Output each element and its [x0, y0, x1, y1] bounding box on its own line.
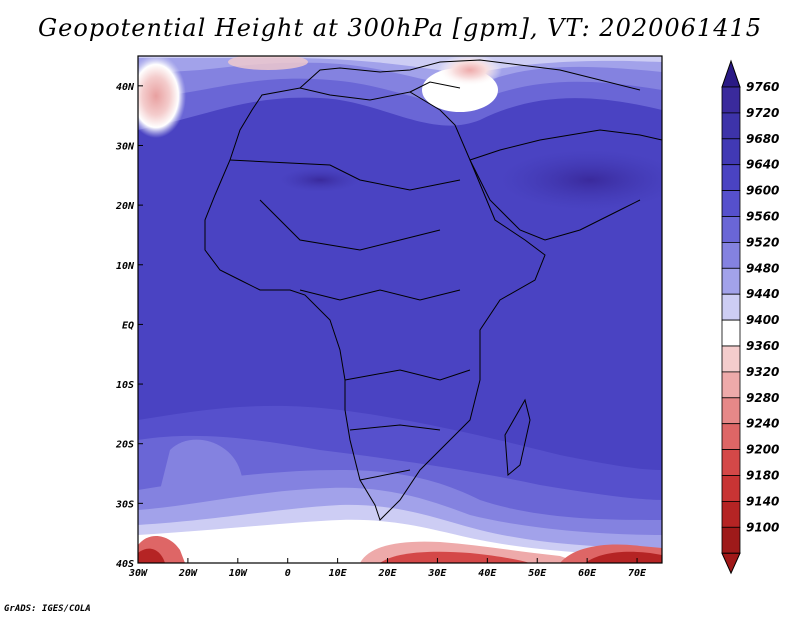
y-tick-label: 40N: [116, 82, 135, 93]
colorbar-label: 9140: [746, 494, 779, 508]
x-tick-label: 0: [285, 568, 291, 579]
y-tick-label: 30N: [115, 141, 135, 152]
x-tick-label: 60E: [578, 568, 597, 579]
y-tick-label: 20N: [115, 201, 135, 212]
colorbar-label: 9240: [746, 417, 779, 431]
x-tick-label: 30W: [128, 568, 148, 579]
x-tick-label: 30E: [427, 568, 447, 579]
colorbar-swatch: [721, 216, 741, 243]
colorbar-label: 9480: [746, 261, 779, 275]
y-tick-label: 10N: [116, 261, 135, 272]
colorbar-swatch: [721, 397, 741, 425]
height-field: [138, 56, 662, 563]
colorbar-top-arrow: [721, 59, 741, 88]
colorbar-bottom-arrow: [721, 552, 741, 575]
y-tick-label: EQ: [122, 320, 134, 331]
colorbar-swatch: [721, 500, 741, 528]
colorbar-label: 9360: [746, 339, 779, 353]
colorbar-label: 9100: [746, 520, 779, 534]
colorbar-label: 9520: [746, 235, 779, 249]
colorbar-swatch: [721, 112, 741, 140]
colorbar-label: 9280: [746, 391, 779, 405]
colorbar-swatch: [721, 345, 741, 373]
colorbar-label: 9600: [746, 184, 779, 198]
colorbar-swatch: [721, 293, 741, 321]
colorbar-label: 9320: [746, 365, 779, 379]
colorbar-swatch: [721, 138, 741, 166]
colorbar-swatch: [721, 423, 741, 451]
colorbar-swatch: [721, 241, 741, 269]
colorbar-label: 9180: [746, 469, 779, 483]
colorbar-swatch: [721, 86, 741, 114]
coastlines: [204, 59, 662, 521]
x-tick-label: 50E: [528, 568, 547, 579]
colorbar-label: 9400: [746, 313, 779, 327]
colorbar-label: 9200: [746, 443, 779, 457]
colorbar-label: 9640: [746, 158, 779, 172]
map-title: Geopotential Height at 300hPa [gpm], VT:…: [38, 14, 762, 42]
grads-credit: GrADS: IGES/COLA: [4, 604, 91, 614]
colorbar-label: 9760: [746, 80, 779, 94]
x-tick-label: 20E: [377, 568, 397, 579]
y-tick-label: 30S: [115, 499, 134, 510]
x-tick-label: 10E: [329, 568, 348, 579]
colorbar-label: 9560: [746, 210, 779, 224]
y-tick-label: 40S: [116, 559, 134, 570]
colorbar-swatch: [721, 475, 741, 502]
y-tick-label: 20S: [115, 440, 134, 451]
colorbar: 9760 9720 9680 9640 9600 9560 9520 9480 9440 9400…: [721, 59, 779, 575]
colorbar-label: 9720: [746, 106, 779, 120]
plot-frame: [137, 55, 663, 564]
colorbar-swatch: [721, 526, 741, 554]
x-tick-label: 20W: [178, 568, 198, 579]
colorbar-swatch: [721, 449, 741, 476]
colorbar-swatch: [721, 164, 741, 191]
x-tick-label: 40E: [478, 568, 497, 579]
colorbar-swatch: [721, 319, 741, 347]
y-tick-label: 10S: [116, 380, 134, 391]
colorbar-label: 9440: [746, 287, 779, 301]
colorbar-label: 9680: [746, 132, 779, 146]
x-tick-label: 70E: [628, 568, 647, 579]
colorbar-swatch: [721, 267, 741, 295]
colorbar-swatch: [721, 190, 741, 217]
colorbar-swatch: [721, 371, 741, 399]
x-tick-label: 10W: [229, 568, 248, 579]
